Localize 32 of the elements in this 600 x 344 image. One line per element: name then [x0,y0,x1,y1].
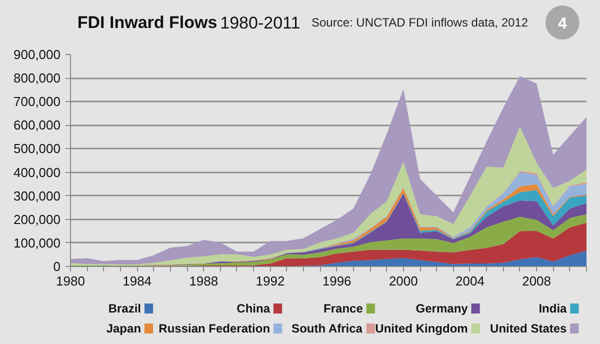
chart-subtitle: 1980-2011 [220,14,300,32]
y-tick-label: 200,000 [14,212,61,227]
y-tick-label: 100,000 [14,235,61,250]
chart-title: FDI Inward Flows [77,13,218,32]
x-tick-label: 1980 [56,274,85,288]
legend-label: India [538,302,568,316]
legend-label: Japan [106,322,142,336]
y-tick-label: 400,000 [14,164,61,180]
y-tick-label: 300,000 [14,188,61,204]
y-tick-label: 800,000 [14,70,61,86]
x-tick-label: 1996 [322,274,352,288]
x-tick-label: 2008 [522,274,552,288]
legend-label: Brazil [108,302,142,316]
x-tick-label: 1988 [189,274,218,288]
legend-label: Russian Federation [158,322,270,336]
legend-label: China [236,302,270,316]
x-tick-label: 2004 [456,274,484,288]
x-tick-label: 1992 [256,274,285,288]
x-tick-label: 1984 [122,274,152,288]
y-tick-label: 0 [53,259,61,274]
y-tick-label: 700,000 [14,94,61,110]
y-tick-label: 500,000 [14,141,61,156]
y-tick-label: 900,000 [14,47,61,62]
y-tick-label: 600,000 [14,118,61,133]
legend-label: United Kingdom [375,322,468,336]
legend-label: South Africa [292,322,363,336]
legend-label: United States [490,322,568,336]
text: 4 [558,16,567,32]
legend-label: France [324,302,364,316]
x-tick-label: 2000 [388,274,418,288]
source-note: Source: UNCTAD FDI inflows data, 2012 [311,16,528,30]
legend-label: Germany [416,302,468,316]
